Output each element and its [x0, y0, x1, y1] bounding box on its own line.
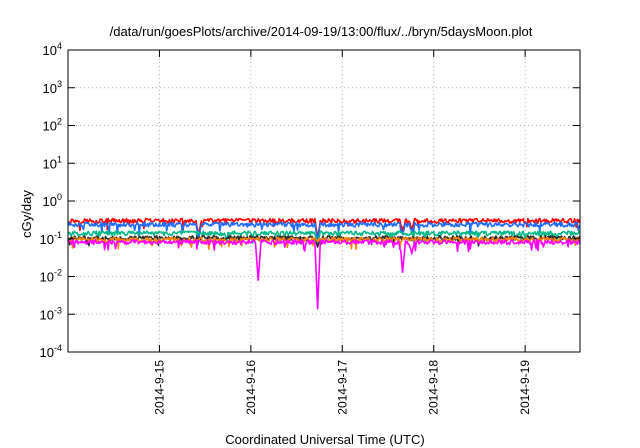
series-line: [67, 221, 581, 242]
series-line: [67, 239, 581, 310]
series-line: [67, 230, 581, 244]
series-line: [67, 217, 581, 238]
x-axis-label: Coordinated Universal Time (UTC): [225, 432, 424, 447]
ticks: 10-4 10-3 10-2 10-1 100 101 102 103 104 2014-9-15…: [40, 41, 580, 415]
x-tick-label: 2014-9-17: [335, 360, 349, 415]
y-tick-label: 103: [43, 79, 62, 96]
y-tick-label: 104: [43, 41, 62, 58]
y-tick-label: 102: [43, 117, 62, 134]
chart-title: /data/run/goesPlots/archive/2014-09-19/1…: [110, 24, 533, 39]
y-tick-label: 10-2: [40, 268, 62, 285]
y-axis-label: cGy/day: [19, 190, 34, 238]
y-tick-label: 10-1: [40, 230, 62, 247]
x-tick-label: 2014-9-16: [244, 360, 258, 415]
series-layer: [67, 217, 581, 310]
x-tick-label: 2014-9-19: [518, 360, 532, 415]
y-tick-label: 101: [43, 154, 62, 171]
y-tick-label: 10-3: [40, 305, 62, 322]
x-tick-label: 2014-9-18: [427, 360, 441, 415]
grid: [68, 50, 580, 352]
x-tick-label: 2014-9-15: [152, 360, 166, 415]
y-tick-label: 10-4: [40, 343, 62, 360]
y-tick-label: 100: [43, 192, 62, 209]
